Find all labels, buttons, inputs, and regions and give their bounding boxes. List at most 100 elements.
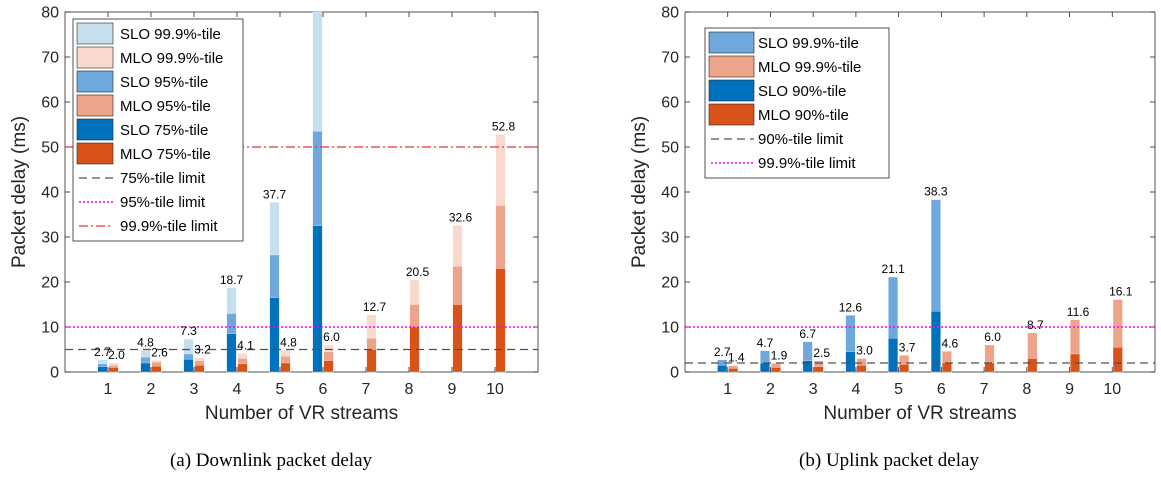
legend-swatch (708, 79, 755, 102)
uplink-caption: (b) Uplink packet delay (799, 450, 979, 471)
y-tick-label: 40 (661, 185, 679, 202)
y-tick-label: 70 (661, 50, 679, 67)
data-label: 6.0 (323, 330, 340, 344)
bar-slo-low-n4 (226, 333, 237, 373)
y-tick-label: 40 (41, 185, 59, 202)
legend-swatch (708, 55, 755, 78)
x-tick-label: 1 (723, 381, 732, 398)
x-tick-label: 8 (405, 381, 414, 398)
data-label: 12.7 (363, 300, 387, 314)
bar-mlo-low-n10 (1112, 347, 1123, 373)
data-label: 37.7 (263, 187, 287, 201)
x-tick-label: 2 (147, 381, 156, 398)
bar-mlo-low-n6 (941, 362, 952, 373)
y-tick-label: 60 (661, 95, 679, 112)
legend-swatch (76, 142, 114, 165)
x-tick-label: 9 (1065, 381, 1074, 398)
legend-label: SLO 75%-tile (120, 122, 208, 139)
bar-mlo-low-n2 (771, 367, 781, 373)
y-tick-label: 70 (41, 50, 59, 67)
legend-label: SLO 90%-tile (758, 83, 846, 100)
y-tick-label: 20 (661, 275, 679, 292)
data-label: 32.6 (449, 210, 473, 224)
legend-label: 99.9%-tile limit (120, 218, 218, 235)
y-tick-label: 10 (661, 320, 679, 337)
data-label: 2.7 (714, 345, 731, 359)
y-axis-label: Packet delay (ms) (9, 116, 30, 268)
bar-slo-low-n6 (312, 225, 323, 373)
downlink-caption: (a) Downlink packet delay (170, 450, 373, 471)
data-label: 3.0 (856, 344, 873, 358)
bar-mlo-low-n7 (366, 349, 377, 373)
data-label: 3.7 (899, 340, 916, 354)
bar-mlo-low-n9 (452, 304, 463, 373)
legend-label: MLO 75%-tile (120, 146, 211, 163)
data-label: 21.1 (881, 262, 905, 276)
data-label: 6.0 (984, 330, 1001, 344)
bar-slo-low-n4 (845, 351, 856, 373)
legend-label: 95%-tile limit (120, 194, 206, 211)
y-tick-label: 60 (41, 95, 59, 112)
bar-slo-low-n3 (183, 359, 194, 373)
data-label: 3.2 (194, 343, 211, 357)
x-tick-label: 6 (937, 381, 946, 398)
legend-swatch (76, 22, 114, 45)
y-tick-label: 50 (41, 140, 59, 157)
y-tick-label: 50 (661, 140, 679, 157)
x-tick-label: 2 (766, 381, 775, 398)
downlink-chart-panel: 0 10 20 30 40 50 60 70 80 1 2 3 4 5 6 7 8 9 10 Number of VR… (9, 5, 539, 424)
legend-label: MLO 99.9%-tile (758, 59, 861, 76)
uplink-chart-panel: 0 10 20 30 40 50 60 70 80 1 2 3 4 5 6 7 8 9 10 Number of VR… (629, 5, 1156, 424)
y-tick-label: 30 (661, 230, 679, 247)
data-label: 52.8 (492, 119, 516, 133)
bar-mlo-low-n2 (151, 365, 162, 373)
data-label: 11.6 (1067, 305, 1090, 319)
x-tick-label: 4 (851, 381, 860, 398)
bar-mlo-low-n8 (1027, 358, 1038, 373)
bar-slo-low-n5 (269, 297, 280, 373)
bar-slo-low-n2 (140, 362, 151, 373)
data-label: 1.9 (771, 348, 788, 362)
bar-mlo-low-n1 (728, 368, 739, 373)
x-tick-label: 5 (894, 381, 903, 398)
x-tick-label: 10 (486, 381, 504, 398)
x-tick-label: 7 (362, 381, 371, 398)
data-label: 2.6 (151, 345, 168, 359)
legend-label: MLO 95%-tile (120, 98, 211, 115)
bar-mlo-low-n4 (856, 365, 867, 373)
data-label: 20.5 (406, 265, 430, 279)
bar-slo-low-n1 (97, 366, 108, 373)
bar-slo-low-n6 (930, 311, 941, 373)
x-tick-label: 10 (1103, 381, 1121, 398)
data-label: 6.7 (799, 327, 816, 341)
data-label: 4.8 (137, 335, 154, 349)
legend-label: 99.9%-tile limit (758, 155, 856, 172)
data-label: 18.7 (220, 273, 244, 287)
data-label: 4.1 (237, 339, 254, 353)
legend-label: SLO 99.9%-tile (758, 35, 859, 52)
bar-mlo-low-n1 (108, 367, 119, 373)
y-tick-label: 80 (41, 5, 59, 22)
data-label: 4.8 (280, 335, 297, 349)
bar-mlo-low-n4 (237, 363, 248, 373)
legend-label: 75%-tile limit (120, 170, 206, 187)
bar-slo-low-n2 (760, 362, 770, 373)
y-tick-label: 10 (41, 320, 59, 337)
x-tick-label: 5 (276, 381, 285, 398)
data-label: 12.6 (839, 300, 863, 314)
legend-swatch (708, 31, 755, 54)
bar-mlo-low-n3 (813, 366, 824, 373)
data-label: 4.7 (757, 336, 774, 350)
y-tick-label: 80 (661, 5, 679, 22)
bar-mlo-low-n10 (495, 268, 506, 373)
legend-label: 90%-tile limit (758, 131, 844, 148)
x-tick-label: 7 (980, 381, 989, 398)
y-tick-label: 0 (50, 365, 59, 382)
data-label: 38.3 (924, 185, 948, 199)
bar-mlo-low-n5 (280, 362, 291, 373)
x-tick-label: 3 (190, 381, 199, 398)
y-axis-label: Packet delay (ms) (629, 116, 650, 268)
bar-mlo-low-n7 (984, 362, 995, 373)
bar-mlo-low-n5 (899, 364, 910, 373)
